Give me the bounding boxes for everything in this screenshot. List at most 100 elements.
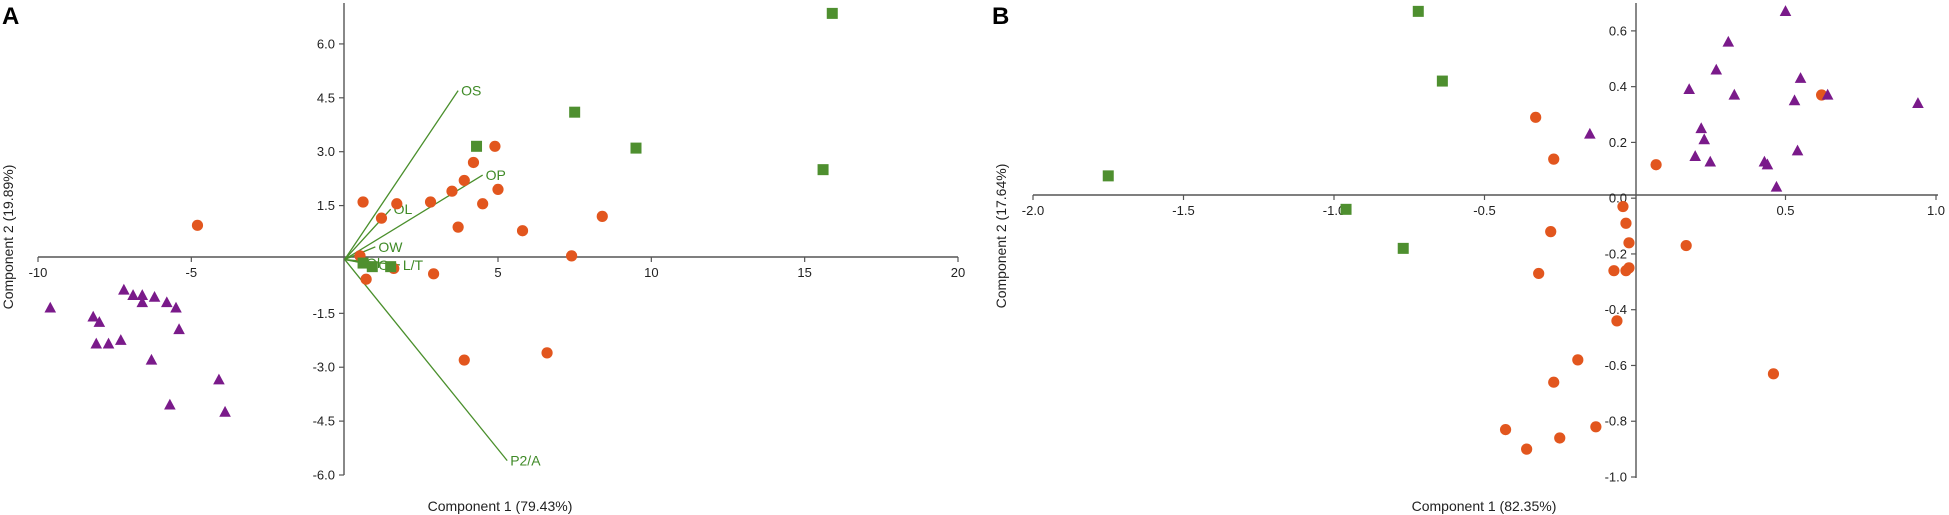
data-point-circle: [391, 198, 403, 210]
data-point-circle: [566, 250, 578, 262]
data-point-circle: [452, 221, 464, 233]
data-point-triangle: [87, 310, 99, 322]
data-point-circle: [1530, 111, 1542, 123]
panel-b-y-tick-label: -0.8: [1605, 414, 1627, 429]
data-point-circle: [357, 196, 369, 208]
panel-b-y-tick-label: -0.2: [1605, 246, 1627, 261]
data-point-triangle: [161, 296, 173, 308]
data-point-circle: [1590, 421, 1602, 433]
data-point-circle: [458, 174, 470, 187]
panel-a-ticks: -10 -5 5 10 15 20 6.0 4.5 3.0 1.5 -1.5 -3.0 -4.5 -6.0: [29, 36, 966, 482]
data-point-triangle: [93, 316, 106, 327]
data-point-circle: [1617, 200, 1629, 213]
data-point-triangle: [1683, 83, 1695, 95]
data-point-triangle: [164, 398, 176, 410]
panel-a-x-axis-title: Component 1 (79.43%): [428, 498, 573, 514]
data-point-circle: [1533, 267, 1545, 280]
data-point-circle: [1611, 315, 1623, 327]
data-point-circle: [428, 268, 440, 280]
panel-b-label: B: [992, 3, 1009, 30]
panel-b-x-tick-label: 1.0: [1927, 203, 1945, 218]
panel-a-label: A: [2, 3, 19, 30]
data-point-triangle: [1698, 133, 1711, 145]
panel-a-y-axis-title: Component 2 (19.89%): [0, 165, 16, 310]
data-point-circle: [1548, 376, 1560, 388]
data-point-square: [366, 261, 378, 273]
data-point-circle: [1608, 265, 1620, 277]
data-point-square: [630, 142, 642, 154]
panel-b-y-tick-label: 0.4: [1609, 79, 1627, 94]
panel-b-x-tick-label: -2.0: [1022, 203, 1044, 218]
data-point-circle: [424, 196, 437, 208]
loading-vector-label: L/T: [403, 257, 424, 273]
panel-a-y-tick-label: 4.5: [317, 90, 335, 105]
data-point-circle: [1623, 237, 1635, 249]
data-point-square: [817, 164, 829, 176]
data-point-triangle: [1791, 144, 1804, 156]
data-point-circle: [467, 156, 480, 169]
panel-a-x-tick-label: 10: [644, 265, 658, 280]
panel-a-y-tick-label: -1.5: [313, 306, 335, 321]
panel-a-x-tick-label: -10: [29, 265, 48, 280]
data-point-triangle: [90, 337, 103, 349]
data-point-square: [826, 7, 838, 19]
data-point-triangle: [136, 289, 149, 300]
panel-a-y-tick-label: 1.5: [317, 198, 335, 213]
data-point-triangle: [1794, 72, 1807, 83]
data-point-triangle: [173, 323, 185, 335]
data-point-triangle: [1788, 94, 1801, 106]
data-point-circle: [1623, 262, 1635, 274]
loading-vector-label: OP: [486, 167, 506, 183]
panel-a-scatter-plot: A -10 -5 5 10 15 20 6.0 4.5 3.0 1.5 -1.5 -3.0 -4.5 -6…: [0, 3, 965, 514]
panel-a-y-tick-label: -4.5: [313, 414, 335, 429]
data-point-triangle: [1689, 150, 1701, 161]
panel-a-data-points: [44, 7, 838, 417]
data-point-triangle: [136, 296, 149, 308]
panel-b-x-tick-label: -0.5: [1473, 203, 1495, 218]
data-point-circle: [1499, 424, 1512, 436]
data-point-triangle: [170, 301, 182, 313]
data-point-circle: [360, 273, 372, 285]
panel-b-y-tick-label: -0.4: [1605, 302, 1627, 317]
data-point-triangle: [1584, 127, 1596, 139]
panel-a-x-tick-label: 20: [951, 265, 965, 280]
panel-a-y-tick-label: 6.0: [317, 36, 335, 51]
data-point-triangle: [115, 334, 127, 345]
data-point-circle: [1572, 354, 1584, 366]
data-point-square: [1340, 203, 1352, 215]
data-point-square: [357, 257, 369, 269]
data-point-circle: [1545, 226, 1557, 238]
data-point-circle: [489, 140, 501, 152]
panel-b-data-points: [1102, 5, 1924, 455]
data-point-circle: [477, 198, 489, 210]
panel-b-ticks: -2.0 -1.5 -1.0 -0.5 0.5 1.00.60.40.20.0-0.2-0…: [1022, 23, 1945, 484]
panel-b-y-tick-label: -1.0: [1605, 470, 1627, 485]
panel-b-y-axis-title: Component 2 (17.64%): [993, 164, 1009, 309]
data-point-triangle: [219, 405, 231, 417]
data-point-circle: [541, 347, 553, 359]
data-point-circle: [191, 219, 204, 231]
loading-vector-label: OS: [461, 83, 481, 99]
panel-a-x-tick-label: -5: [186, 265, 198, 280]
data-point-circle: [1548, 153, 1560, 165]
data-point-circle: [596, 210, 608, 222]
data-point-square: [1102, 170, 1114, 182]
data-point-triangle: [1704, 155, 1717, 167]
data-point-triangle: [213, 373, 225, 385]
panel-b-x-tick-label: -1.5: [1172, 203, 1194, 218]
loading-vector-label: OW: [378, 239, 403, 255]
panel-a-y-tick-label: -6.0: [313, 468, 335, 483]
panel-a-y-tick-label: 3.0: [317, 144, 335, 159]
data-point-triangle: [145, 353, 158, 365]
data-point-triangle: [127, 289, 139, 300]
data-point-circle: [1680, 239, 1692, 252]
data-point-triangle: [118, 283, 130, 295]
data-point-square: [385, 261, 397, 273]
data-point-square: [1412, 5, 1424, 17]
data-point-triangle: [148, 290, 161, 302]
panel-b-x-tick-label: 0.5: [1776, 203, 1794, 218]
panel-b-x-axis-title: Component 1 (82.35%): [1412, 498, 1557, 514]
data-point-circle: [1521, 443, 1533, 455]
data-point-circle: [492, 183, 504, 196]
